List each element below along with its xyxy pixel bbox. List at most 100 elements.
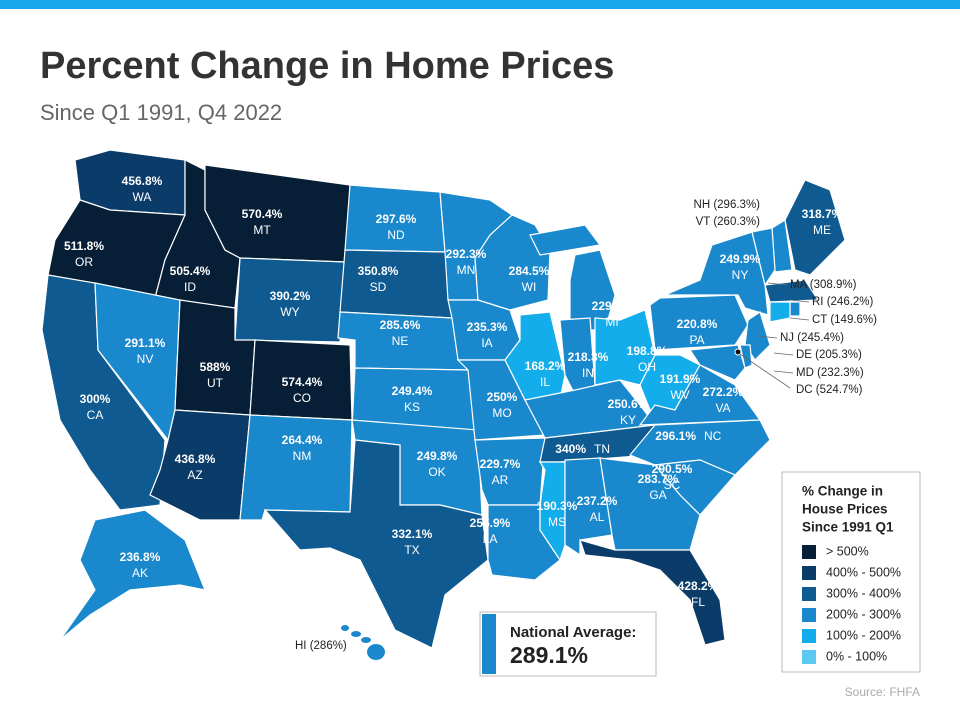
state xyxy=(784,179,846,276)
state-abbr: AR xyxy=(492,473,509,487)
state-callout: CT (149.6%) xyxy=(812,314,877,326)
state-abbr: UT xyxy=(207,376,224,390)
state-value: 283.7% xyxy=(638,472,679,486)
state xyxy=(263,439,489,649)
state xyxy=(744,311,771,361)
legend-label: 100% - 200% xyxy=(826,628,901,642)
state-abbr: PA xyxy=(689,333,704,347)
state-value: 574.4% xyxy=(282,375,323,389)
state-value: 290.5% xyxy=(652,462,693,476)
state-value: 284.5% xyxy=(509,264,550,278)
state-value: 456.8% xyxy=(122,174,163,188)
legend-label: > 500% xyxy=(826,544,869,558)
callout-line xyxy=(739,353,791,389)
callout-line xyxy=(773,352,794,356)
state-value: 390.2% xyxy=(270,289,311,303)
state-callout: DC (524.7%) xyxy=(796,384,863,396)
legend-swatch xyxy=(802,608,816,622)
state-value: 318.7% xyxy=(802,207,843,221)
state-value: 332.1% xyxy=(392,527,433,541)
state-value: 229.7% xyxy=(480,457,521,471)
state-abbr: WI xyxy=(522,280,537,294)
state-value: 588% xyxy=(200,360,231,374)
state-abbr: AK xyxy=(132,566,148,580)
state xyxy=(751,227,776,287)
state-value: 505.4% xyxy=(170,264,211,278)
state-abbr: NC xyxy=(704,429,722,443)
state-value: 428.2% xyxy=(678,579,719,593)
island xyxy=(351,631,361,637)
state xyxy=(341,625,385,660)
state-abbr: VA xyxy=(715,401,730,415)
state-abbr: OH xyxy=(638,360,656,374)
state-abbr: TN xyxy=(594,442,610,456)
state xyxy=(688,344,746,381)
state-value: 250.6% xyxy=(608,397,649,411)
state-abbr: MT xyxy=(253,223,271,237)
legend-swatch xyxy=(802,545,816,559)
legend-label: 400% - 500% xyxy=(826,565,901,579)
state-abbr: ND xyxy=(387,228,405,242)
state xyxy=(239,414,353,521)
state-abbr: WY xyxy=(280,305,299,319)
state-abbr: AZ xyxy=(187,468,202,482)
state-value: 218.3% xyxy=(568,350,609,364)
subtitle: Since Q1 1991, Q4 2022 xyxy=(40,100,282,125)
state-callout: NH (296.3%) xyxy=(694,199,761,211)
callout-line xyxy=(767,282,788,286)
legend-swatch xyxy=(802,587,816,601)
state-value: 229.3% xyxy=(592,299,633,313)
state-abbr: ID xyxy=(184,280,196,294)
state-callout: MA (308.9%) xyxy=(790,279,857,291)
state-abbr: NY xyxy=(732,268,749,282)
legend-label: 0% - 100% xyxy=(826,649,887,663)
state-abbr: OR xyxy=(75,255,93,269)
national-label: National Average: xyxy=(510,624,636,641)
state-value: 264.4% xyxy=(282,433,323,447)
national-average-box: National Average: 289.1% xyxy=(479,611,657,677)
state-abbr: IL xyxy=(540,375,550,389)
state-value: 340% xyxy=(555,442,586,456)
callout-line xyxy=(773,370,794,374)
state-callout: NJ (245.4%) xyxy=(780,332,844,344)
state-value: 249.9% xyxy=(720,252,761,266)
state-abbr: KY xyxy=(620,413,636,427)
state xyxy=(234,257,346,343)
state-abbr: OK xyxy=(428,465,445,479)
island xyxy=(361,637,371,643)
state-callout: RI (246.2%) xyxy=(812,296,874,308)
top-bar xyxy=(0,0,960,9)
state-value: 249.4% xyxy=(392,384,433,398)
state-dc xyxy=(734,348,742,356)
state-value: 350.8% xyxy=(358,264,399,278)
legend: % Change in House Prices Since 1991 Q1 > 50… xyxy=(781,471,921,673)
source: Source: FHFA xyxy=(845,685,920,699)
state-callout: MD (232.3%) xyxy=(796,367,864,379)
state-abbr: NM xyxy=(293,449,312,463)
state-abbr: TX xyxy=(404,543,419,557)
state-abbr: NE xyxy=(392,334,409,348)
callout-line xyxy=(789,299,810,303)
state-value: 291.1% xyxy=(125,336,166,350)
state-abbr: SC xyxy=(664,478,681,492)
legend-title: Since 1991 Q1 xyxy=(802,520,894,535)
state-abbr: LA xyxy=(483,532,498,546)
state xyxy=(579,539,726,646)
island xyxy=(367,644,385,660)
state-abbr: KS xyxy=(404,400,420,414)
state-value: 297.6% xyxy=(376,212,417,226)
state-value: 255.9% xyxy=(470,516,511,530)
legend-title: % Change in xyxy=(802,484,883,499)
state-value: 292.3% xyxy=(446,247,487,261)
state-abbr: NV xyxy=(137,352,154,366)
state-value: 191.9% xyxy=(660,372,701,386)
legend-swatch xyxy=(802,629,816,643)
legend-label: 300% - 400% xyxy=(826,586,901,600)
state-abbr: FL xyxy=(691,595,705,609)
state-abbr: AL xyxy=(590,510,605,524)
callout-line xyxy=(789,317,810,321)
state-value: 436.8% xyxy=(175,452,216,466)
state-abbr: IN xyxy=(582,366,594,380)
state-abbr: MS xyxy=(548,515,566,529)
legend-label: 200% - 300% xyxy=(826,607,901,621)
